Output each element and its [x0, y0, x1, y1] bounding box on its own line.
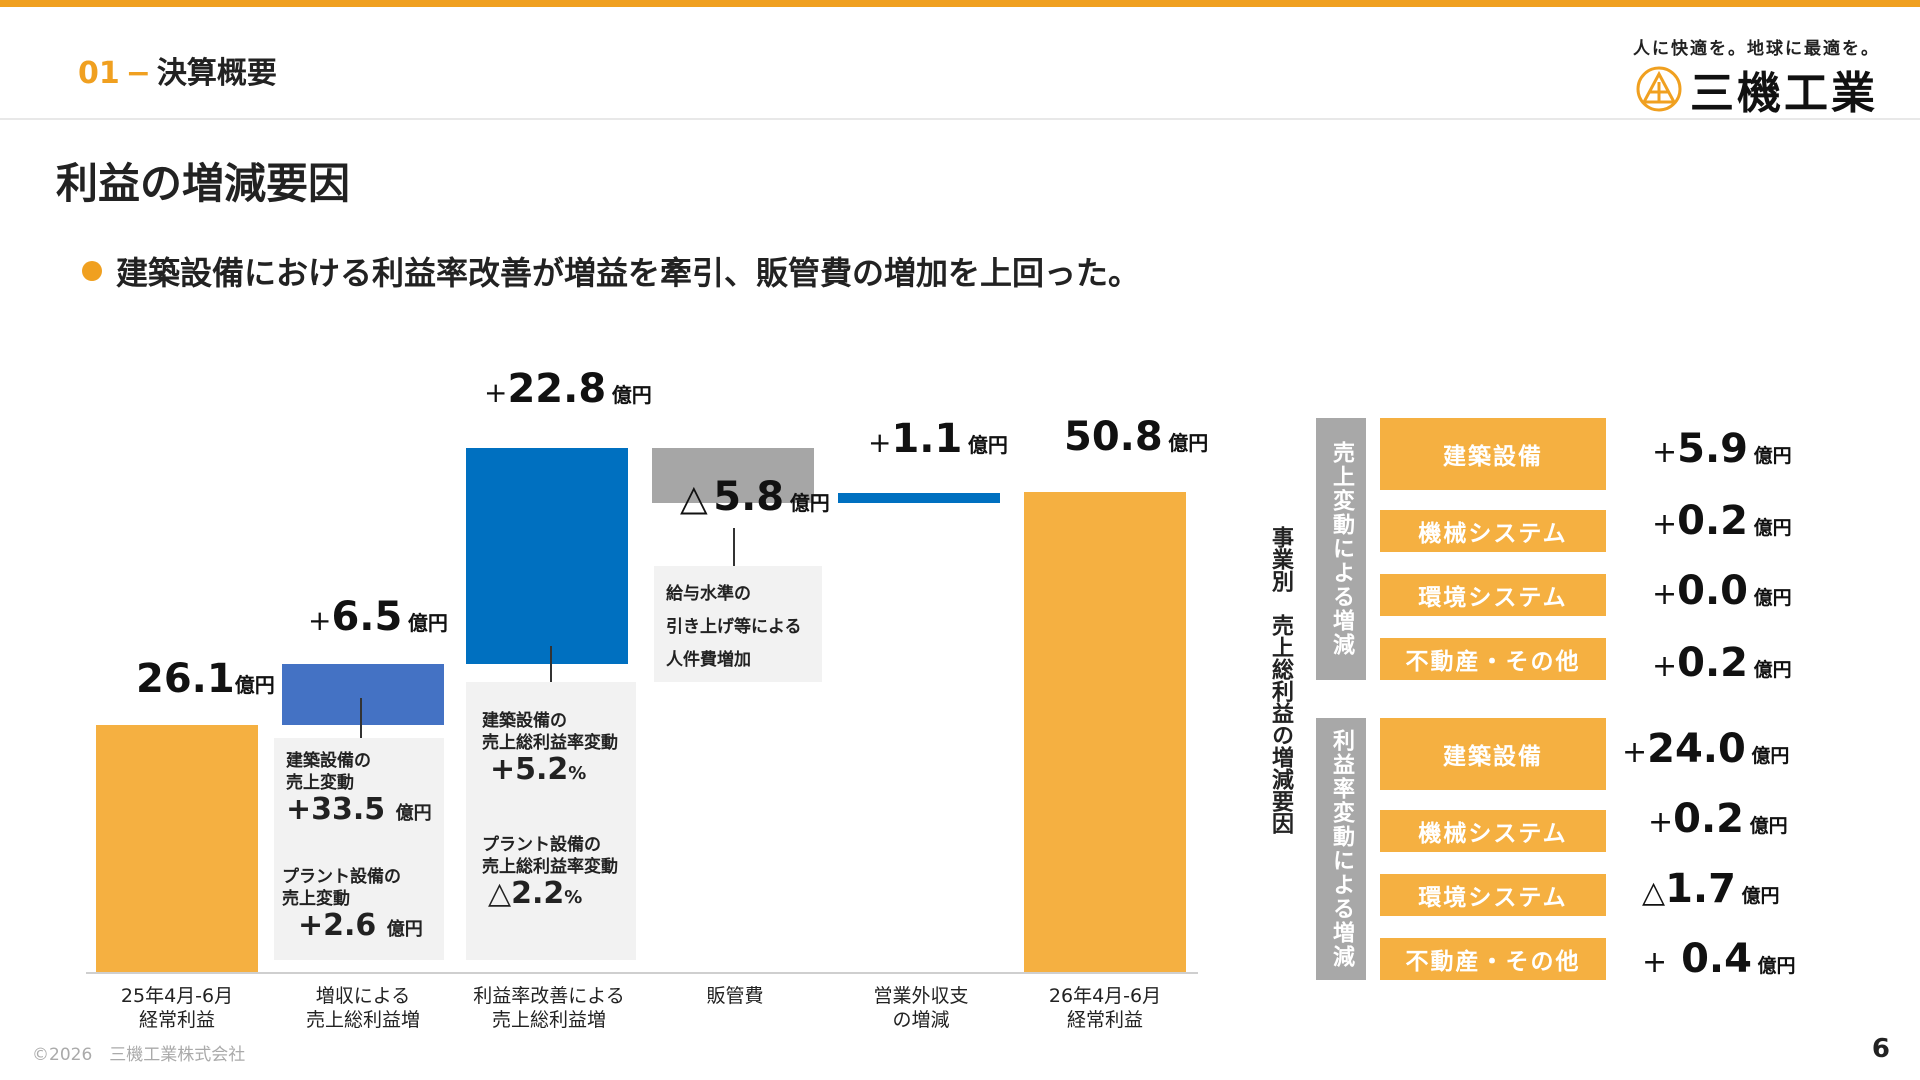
note-margin-value1: +5.2% [490, 752, 587, 787]
segment-value-margin-realestate: + 0.4 億円 [1642, 936, 1796, 982]
bar-base-profit [96, 725, 258, 972]
logo-mark-icon [1636, 66, 1682, 112]
summary-bullet: 建築設備における利益率改善が増益を牽引、販管費の増加を上回った。 [82, 248, 1140, 294]
value-label-0: 26.1億円 [136, 656, 275, 702]
value-label-3: △ 5.8 億円 [680, 474, 830, 520]
bar-non-operating [838, 492, 1000, 504]
x-axis [86, 972, 1198, 974]
x-label-2: 利益率改善による 売上総利益増 [473, 985, 625, 1031]
segment-margin-realestate: 不動産・その他 [1380, 938, 1606, 980]
bar-sga [652, 448, 814, 504]
x-label-4: 営業外収支 の増減 [873, 985, 969, 1031]
note-sales-value2: +2.6 億円 [298, 908, 423, 943]
segment-margin-machinery: 機械システム [1380, 810, 1606, 852]
page-title: 利益の増減要因 [56, 159, 351, 208]
top-accent-bar [0, 0, 1920, 7]
connector-margin [550, 646, 552, 682]
summary-text: 建築設備における利益率改善が増益を牽引、販管費の増加を上回った。 [116, 254, 1141, 292]
x-label-0: 25年4月-6月 経常利益 [120, 985, 234, 1031]
note-sales-breakdown: 建築設備の 売上変動 +33.5 億円 プラント設備の 売上変動 +2.6 億円 [274, 738, 444, 960]
company-logo: 三機工業 [1636, 64, 1878, 119]
note-margin-value2: △2.2% [488, 876, 583, 911]
section-title: 決算概要 [156, 56, 277, 91]
connector-sales [360, 698, 362, 738]
segment-sales-machinery: 機械システム [1380, 510, 1606, 552]
segment-sales-environment: 環境システム [1380, 574, 1606, 616]
segment-value-sales-environment: +0.0 億円 [1652, 568, 1792, 614]
header-divider [0, 118, 1920, 120]
value-label-5: 50.8 億円 [1064, 414, 1209, 460]
segment-value-margin-environment: △1.7 億円 [1642, 866, 1780, 912]
note-sales-item1: 建築設備の 売上変動 [286, 751, 371, 793]
bar-result-profit [1024, 491, 1186, 972]
note-margin-item1: 建築設備の 売上総利益率変動 [482, 711, 618, 753]
bullet-dot-icon [82, 261, 102, 281]
group-label-sales: 売上変動による増減 [1316, 418, 1366, 680]
copyright-footer: ©2026 三機工業株式会社 [32, 1045, 246, 1065]
x-label-1: 増収による 売上総利益増 [305, 985, 420, 1031]
note-sales-value1: +33.5 億円 [286, 792, 432, 827]
section-heading: 01− 決算概要 [78, 48, 277, 92]
connector-sga [733, 528, 735, 568]
section-number: 01 [78, 56, 120, 91]
page-number: 6 [1871, 1034, 1890, 1064]
value-label-1: +6.5 億円 [308, 594, 448, 640]
section-dash: − [125, 56, 151, 91]
bar-margin-improvement [466, 448, 628, 664]
segment-sales-building: 建築設備 [1380, 418, 1606, 490]
segment-value-margin-machinery: +0.2 億円 [1648, 796, 1788, 842]
x-label-5: 26年4月-6月 経常利益 [1048, 985, 1162, 1031]
note-sga-text: 給与水準の 引き上げ等による 人件費増加 [666, 584, 802, 670]
segment-margin-building: 建築設備 [1380, 718, 1606, 790]
company-tagline: 人に快適を。地球に最適を。 [1633, 39, 1880, 59]
segment-panel-title: 事業別 売上総利益の増減要因 [1268, 526, 1293, 834]
value-label-2: +22.8 億円 [484, 366, 652, 412]
segment-margin-environment: 環境システム [1380, 874, 1606, 916]
segment-value-sales-building: +5.9 億円 [1652, 426, 1792, 472]
note-sales-item2: プラント設備の 売上変動 [282, 867, 401, 909]
segment-sales-realestate: 不動産・その他 [1380, 638, 1606, 680]
segment-value-sales-realestate: +0.2 億円 [1652, 640, 1792, 686]
value-label-4: +1.1 億円 [868, 416, 1008, 462]
bar-sales-increase [282, 663, 444, 726]
note-margin-breakdown: 建築設備の 売上総利益率変動 +5.2% プラント設備の 売上総利益率変動 △2… [466, 682, 636, 960]
note-sga: 給与水準の 引き上げ等による 人件費増加 [654, 566, 822, 682]
segment-value-sales-machinery: +0.2 億円 [1652, 498, 1792, 544]
logo-wordmark: 三機工業 [1690, 68, 1878, 119]
group-label-margin: 利益率変動による増減 [1316, 718, 1366, 980]
note-margin-item2: プラント設備の 売上総利益率変動 [482, 835, 618, 877]
segment-value-margin-building: +24.0 億円 [1622, 726, 1790, 772]
x-label-3: 販管費 [706, 985, 764, 1007]
